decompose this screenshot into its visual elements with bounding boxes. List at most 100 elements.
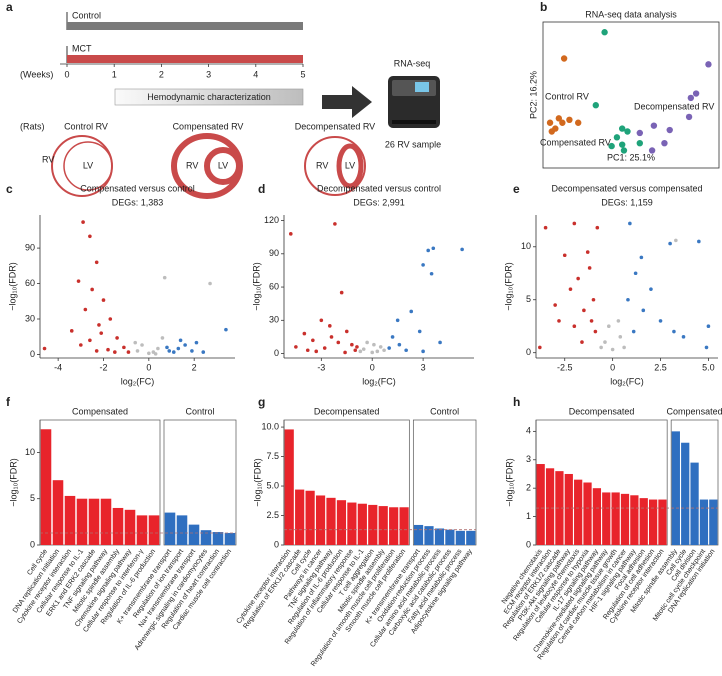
data-point bbox=[302, 331, 307, 336]
panel-label: h bbox=[513, 395, 520, 409]
bar bbox=[176, 515, 188, 545]
data-point bbox=[601, 29, 608, 36]
bar bbox=[445, 529, 455, 545]
data-point bbox=[460, 247, 464, 252]
data-point bbox=[619, 141, 626, 148]
bar bbox=[200, 530, 212, 545]
data-point bbox=[431, 246, 436, 251]
bar bbox=[357, 503, 367, 545]
bar bbox=[592, 488, 602, 545]
bar bbox=[315, 495, 326, 545]
panel-label: e bbox=[513, 182, 520, 196]
data-point bbox=[94, 260, 99, 265]
data-point bbox=[88, 234, 92, 239]
heart-lv bbox=[204, 147, 242, 185]
bar bbox=[699, 499, 709, 545]
bar bbox=[40, 429, 52, 545]
x-tick-label: -3 bbox=[317, 362, 325, 372]
bar bbox=[295, 489, 305, 545]
bar bbox=[413, 524, 424, 545]
data-point bbox=[628, 221, 632, 226]
data-point bbox=[358, 349, 363, 354]
bar bbox=[347, 502, 357, 545]
data-point bbox=[106, 347, 110, 352]
data-point bbox=[395, 318, 400, 323]
data-point bbox=[171, 350, 176, 354]
y-axis-label: −log₁₀(FDR) bbox=[504, 458, 514, 507]
week-label: 1 bbox=[112, 69, 117, 79]
bar bbox=[455, 530, 465, 545]
y-tick-label: 0 bbox=[274, 348, 279, 358]
bar bbox=[611, 492, 620, 545]
group-label: Control bbox=[430, 406, 459, 416]
data-point bbox=[97, 323, 101, 327]
bar bbox=[305, 490, 315, 545]
data-point bbox=[687, 94, 695, 102]
data-point bbox=[421, 263, 425, 267]
y-tick-label: 30 bbox=[269, 315, 279, 325]
data-point bbox=[409, 309, 414, 314]
bar bbox=[620, 493, 630, 545]
y-tick-label: 90 bbox=[25, 242, 35, 252]
mct-timeline bbox=[67, 55, 303, 63]
data-point bbox=[610, 347, 615, 352]
data-point bbox=[562, 253, 567, 258]
data-point bbox=[336, 340, 341, 345]
sample-label: 26 RV sample bbox=[385, 139, 441, 149]
bar bbox=[188, 524, 200, 545]
data-point bbox=[426, 248, 430, 253]
data-point bbox=[636, 129, 643, 137]
chart-title: Decompensated versus compensated bbox=[551, 183, 702, 193]
chart-title: Decompensated versus control bbox=[317, 183, 441, 193]
data-point bbox=[339, 290, 344, 295]
weeks-label: (Weeks) bbox=[20, 69, 53, 79]
data-point bbox=[560, 55, 568, 62]
data-point bbox=[135, 349, 140, 353]
data-point bbox=[705, 61, 712, 68]
data-point bbox=[587, 266, 592, 270]
data-point bbox=[666, 126, 673, 134]
bar bbox=[681, 442, 690, 545]
data-point bbox=[350, 342, 354, 347]
data-point bbox=[626, 297, 630, 302]
y-tick-label: 7.5 bbox=[266, 451, 279, 461]
x-tick-label: 0 bbox=[610, 362, 615, 372]
x-tick-label: 0 bbox=[146, 362, 151, 372]
data-point bbox=[344, 329, 349, 334]
x-tick-label: 5.0 bbox=[702, 362, 715, 372]
group-label: Decompensated bbox=[569, 406, 635, 416]
data-point bbox=[636, 139, 643, 147]
x-tick-label: -2.5 bbox=[557, 362, 573, 372]
data-point bbox=[311, 338, 315, 343]
chart-subtitle: DEGs: 1,383 bbox=[112, 197, 164, 207]
bar bbox=[164, 512, 176, 545]
group-frame bbox=[535, 419, 668, 546]
y-tick-label: 2 bbox=[526, 483, 531, 493]
data-point bbox=[538, 345, 542, 350]
bar bbox=[88, 498, 100, 545]
data-point bbox=[322, 346, 327, 350]
data-point bbox=[620, 147, 628, 154]
series-label: Decompensated RV bbox=[634, 101, 714, 111]
y-tick-label: 0 bbox=[30, 539, 35, 549]
data-point bbox=[108, 317, 113, 321]
x-tick-label: 2 bbox=[192, 362, 197, 372]
bar bbox=[148, 515, 160, 545]
panel-label: b bbox=[540, 0, 547, 14]
bar bbox=[639, 498, 648, 545]
bar bbox=[709, 499, 718, 545]
data-point bbox=[90, 287, 94, 292]
rats-label: (Rats) bbox=[20, 121, 45, 131]
rv-label: RV bbox=[186, 160, 198, 170]
data-point bbox=[603, 340, 607, 344]
data-point bbox=[314, 349, 319, 354]
data-point bbox=[201, 350, 206, 354]
y-tick-label: 60 bbox=[25, 278, 35, 288]
data-point bbox=[557, 319, 561, 323]
data-point bbox=[417, 329, 422, 334]
data-point bbox=[122, 345, 126, 350]
data-point bbox=[333, 222, 337, 226]
x-axis-label: log₂(FC) bbox=[362, 376, 396, 386]
bar bbox=[648, 499, 658, 545]
